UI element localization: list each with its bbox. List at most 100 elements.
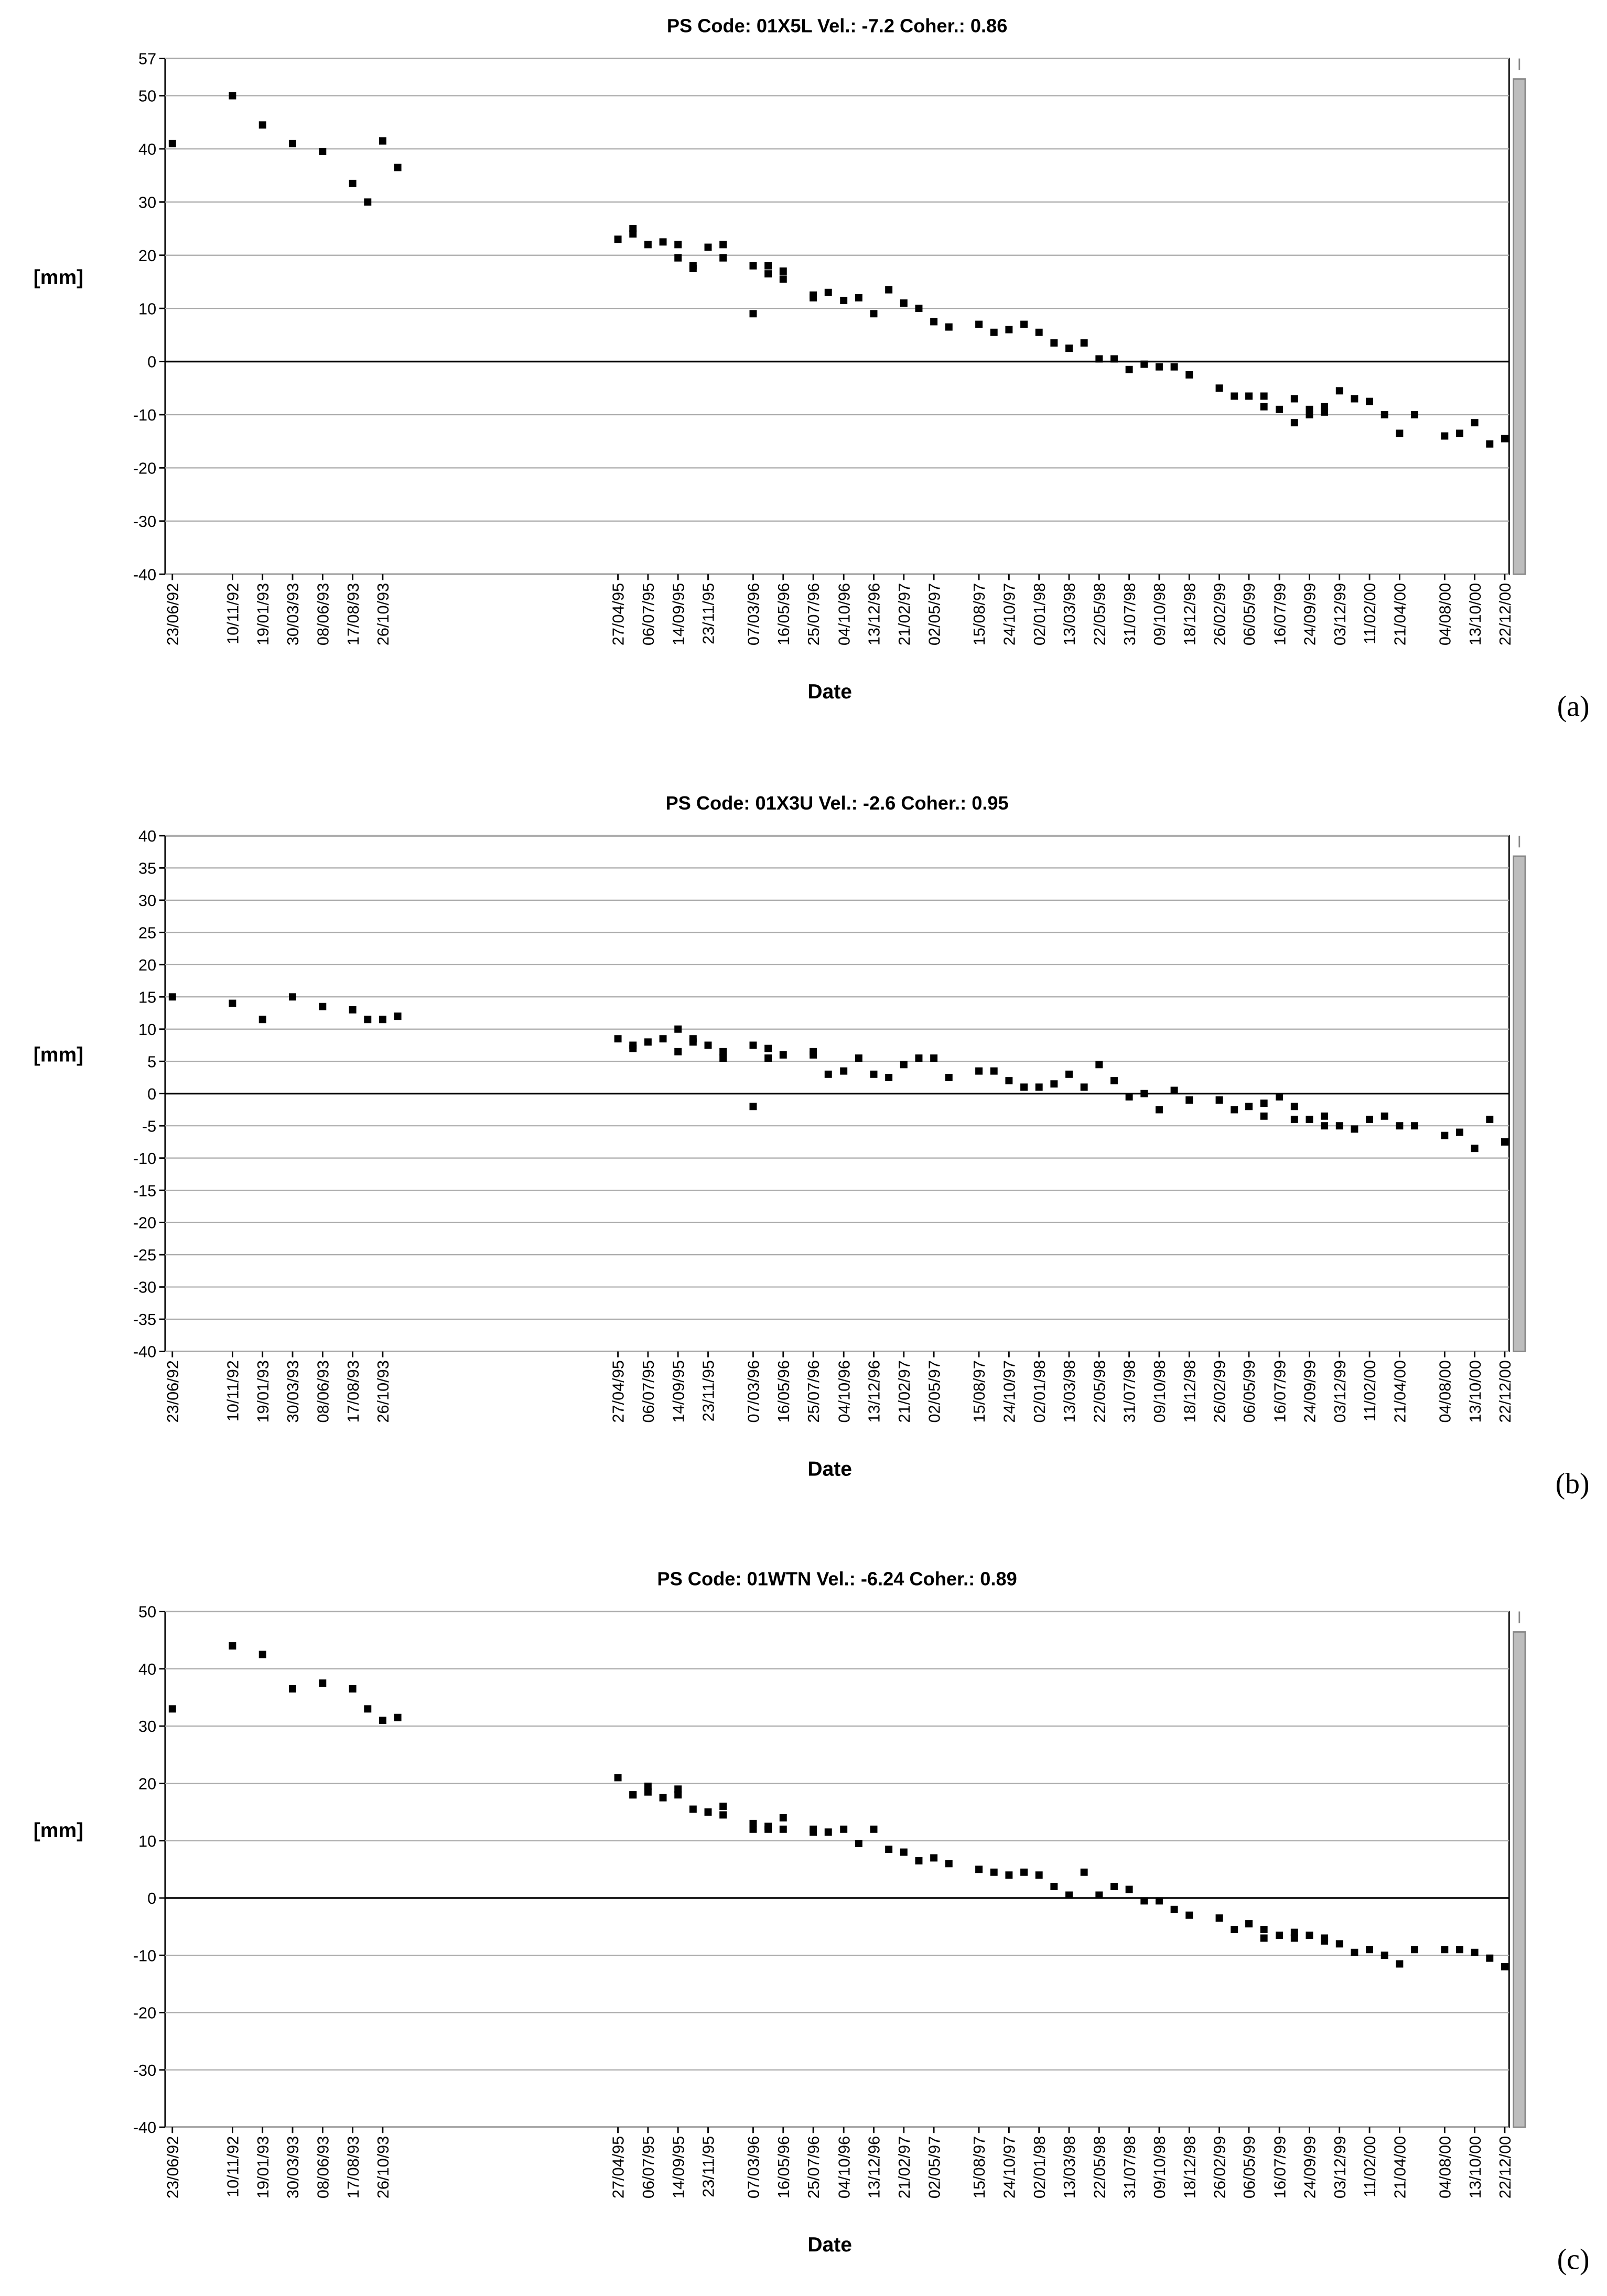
x-tick-label: 24/10/97 <box>1001 1360 1019 1422</box>
data-point <box>1231 1926 1238 1933</box>
x-tick-label: 11/02/00 <box>1361 2136 1379 2197</box>
data-point <box>1050 1080 1058 1088</box>
data-point <box>1441 432 1449 440</box>
y-axis-label: [mm] <box>34 1043 83 1066</box>
data-point <box>364 1016 372 1023</box>
data-point <box>1335 387 1343 395</box>
data-point <box>1215 384 1223 392</box>
x-tick-label: 15/08/97 <box>970 2136 988 2198</box>
data-point <box>855 1054 862 1062</box>
x-tick-label: 03/12/99 <box>1331 1360 1349 1422</box>
data-point <box>1321 408 1329 416</box>
y-tick-label: -30 <box>133 2062 156 2079</box>
data-point <box>1260 1926 1268 1933</box>
data-point <box>1155 1106 1163 1114</box>
data-point <box>229 999 236 1007</box>
data-point <box>1276 405 1284 413</box>
data-point <box>258 1016 266 1023</box>
data-point <box>629 1791 637 1799</box>
x-tick-label: 26/10/93 <box>374 2136 392 2198</box>
x-tick-label: 18/12/98 <box>1181 1360 1199 1422</box>
data-point <box>975 1067 983 1075</box>
x-tick-label: 09/10/98 <box>1151 1360 1169 1422</box>
data-point <box>1260 392 1268 400</box>
y-tick-label: -35 <box>133 1311 156 1329</box>
x-tick-label: 15/08/97 <box>970 1360 988 1422</box>
x-tick-label: 08/06/93 <box>314 1360 332 1422</box>
x-tick-label: 14/09/95 <box>670 1360 687 1422</box>
data-point <box>1020 320 1028 328</box>
x-tick-label: 31/07/98 <box>1121 1360 1139 1422</box>
data-point <box>1050 1883 1058 1891</box>
x-tick-label: 16/07/99 <box>1271 1360 1289 1422</box>
data-point <box>1486 1954 1494 1962</box>
y-tick-label: 10 <box>138 300 156 318</box>
data-point <box>719 241 727 249</box>
data-point <box>1110 355 1118 363</box>
data-point <box>379 1016 386 1023</box>
data-point <box>1321 1937 1329 1945</box>
data-point <box>764 262 772 270</box>
x-tick-label: 06/07/95 <box>640 583 657 645</box>
data-point <box>1215 1096 1223 1104</box>
data-point <box>674 1791 682 1799</box>
data-point <box>258 1651 266 1658</box>
y-tick-label: 10 <box>138 1833 156 1850</box>
y-tick-label: -10 <box>133 1947 156 1965</box>
data-point <box>614 1035 622 1043</box>
x-tick-label: 22/12/00 <box>1496 1360 1514 1422</box>
x-tick-label: 03/12/99 <box>1331 2136 1349 2198</box>
y-tick-label: 20 <box>138 1775 156 1793</box>
x-tick-label: 13/10/00 <box>1466 2136 1484 2198</box>
x-tick-label: 16/07/99 <box>1271 2136 1289 2198</box>
data-point <box>1290 1934 1298 1942</box>
x-tick-label: 04/08/00 <box>1436 2136 1454 2198</box>
data-point <box>1155 363 1163 371</box>
data-point <box>1276 1093 1284 1101</box>
data-point <box>1231 392 1238 400</box>
data-point <box>674 254 682 262</box>
data-point <box>168 1705 176 1713</box>
data-point <box>1351 395 1358 403</box>
x-tick-label: 09/10/98 <box>1151 583 1169 645</box>
chart-title: PS Code: 01X5L Vel.: -7.2 Coher.: 0.86 <box>667 15 1008 36</box>
x-tick-label: 24/09/99 <box>1301 1360 1319 1422</box>
data-point <box>810 1051 817 1059</box>
x-tick-label: 18/12/98 <box>1181 583 1199 645</box>
x-tick-label: 16/05/96 <box>775 1360 793 1422</box>
data-point <box>674 1048 682 1055</box>
data-point <box>945 1860 953 1868</box>
x-tick-label: 27/04/95 <box>610 1360 628 1422</box>
x-tick-label: 06/05/99 <box>1241 1360 1258 1422</box>
data-point <box>258 121 266 129</box>
data-point <box>629 230 637 238</box>
x-tick-label: 30/03/93 <box>284 1360 302 1422</box>
x-tick-label: 23/06/92 <box>164 1360 182 1422</box>
data-point <box>1185 371 1193 379</box>
data-point <box>644 241 652 249</box>
x-tick-label: 19/01/93 <box>254 2136 272 2198</box>
x-tick-label: 21/04/00 <box>1392 583 1409 645</box>
data-point <box>1125 1093 1133 1101</box>
x-tick-label: 04/10/96 <box>835 2136 853 2198</box>
data-point <box>779 1814 787 1821</box>
data-point <box>614 1774 622 1782</box>
x-tick-label: 17/08/93 <box>344 583 362 645</box>
data-point <box>1080 1868 1088 1876</box>
data-point <box>364 198 372 206</box>
x-tick-label: 10/11/92 <box>224 1360 242 1421</box>
y-tick-label: 35 <box>138 860 156 878</box>
data-point <box>394 164 402 171</box>
data-point <box>1441 1946 1449 1954</box>
y-tick-label: -40 <box>133 2119 156 2137</box>
x-tick-label: 13/10/00 <box>1466 583 1484 645</box>
data-point <box>1035 328 1043 336</box>
x-tick-label: 02/01/98 <box>1031 583 1049 645</box>
panel-label: (a) <box>1557 690 1590 723</box>
y-tick-label: -40 <box>133 566 156 584</box>
data-point <box>749 262 757 270</box>
y-tick-label: -20 <box>133 459 156 477</box>
data-point <box>885 1846 893 1853</box>
x-tick-label: 17/08/93 <box>344 1360 362 1422</box>
x-tick-label: 16/05/96 <box>775 2136 793 2198</box>
